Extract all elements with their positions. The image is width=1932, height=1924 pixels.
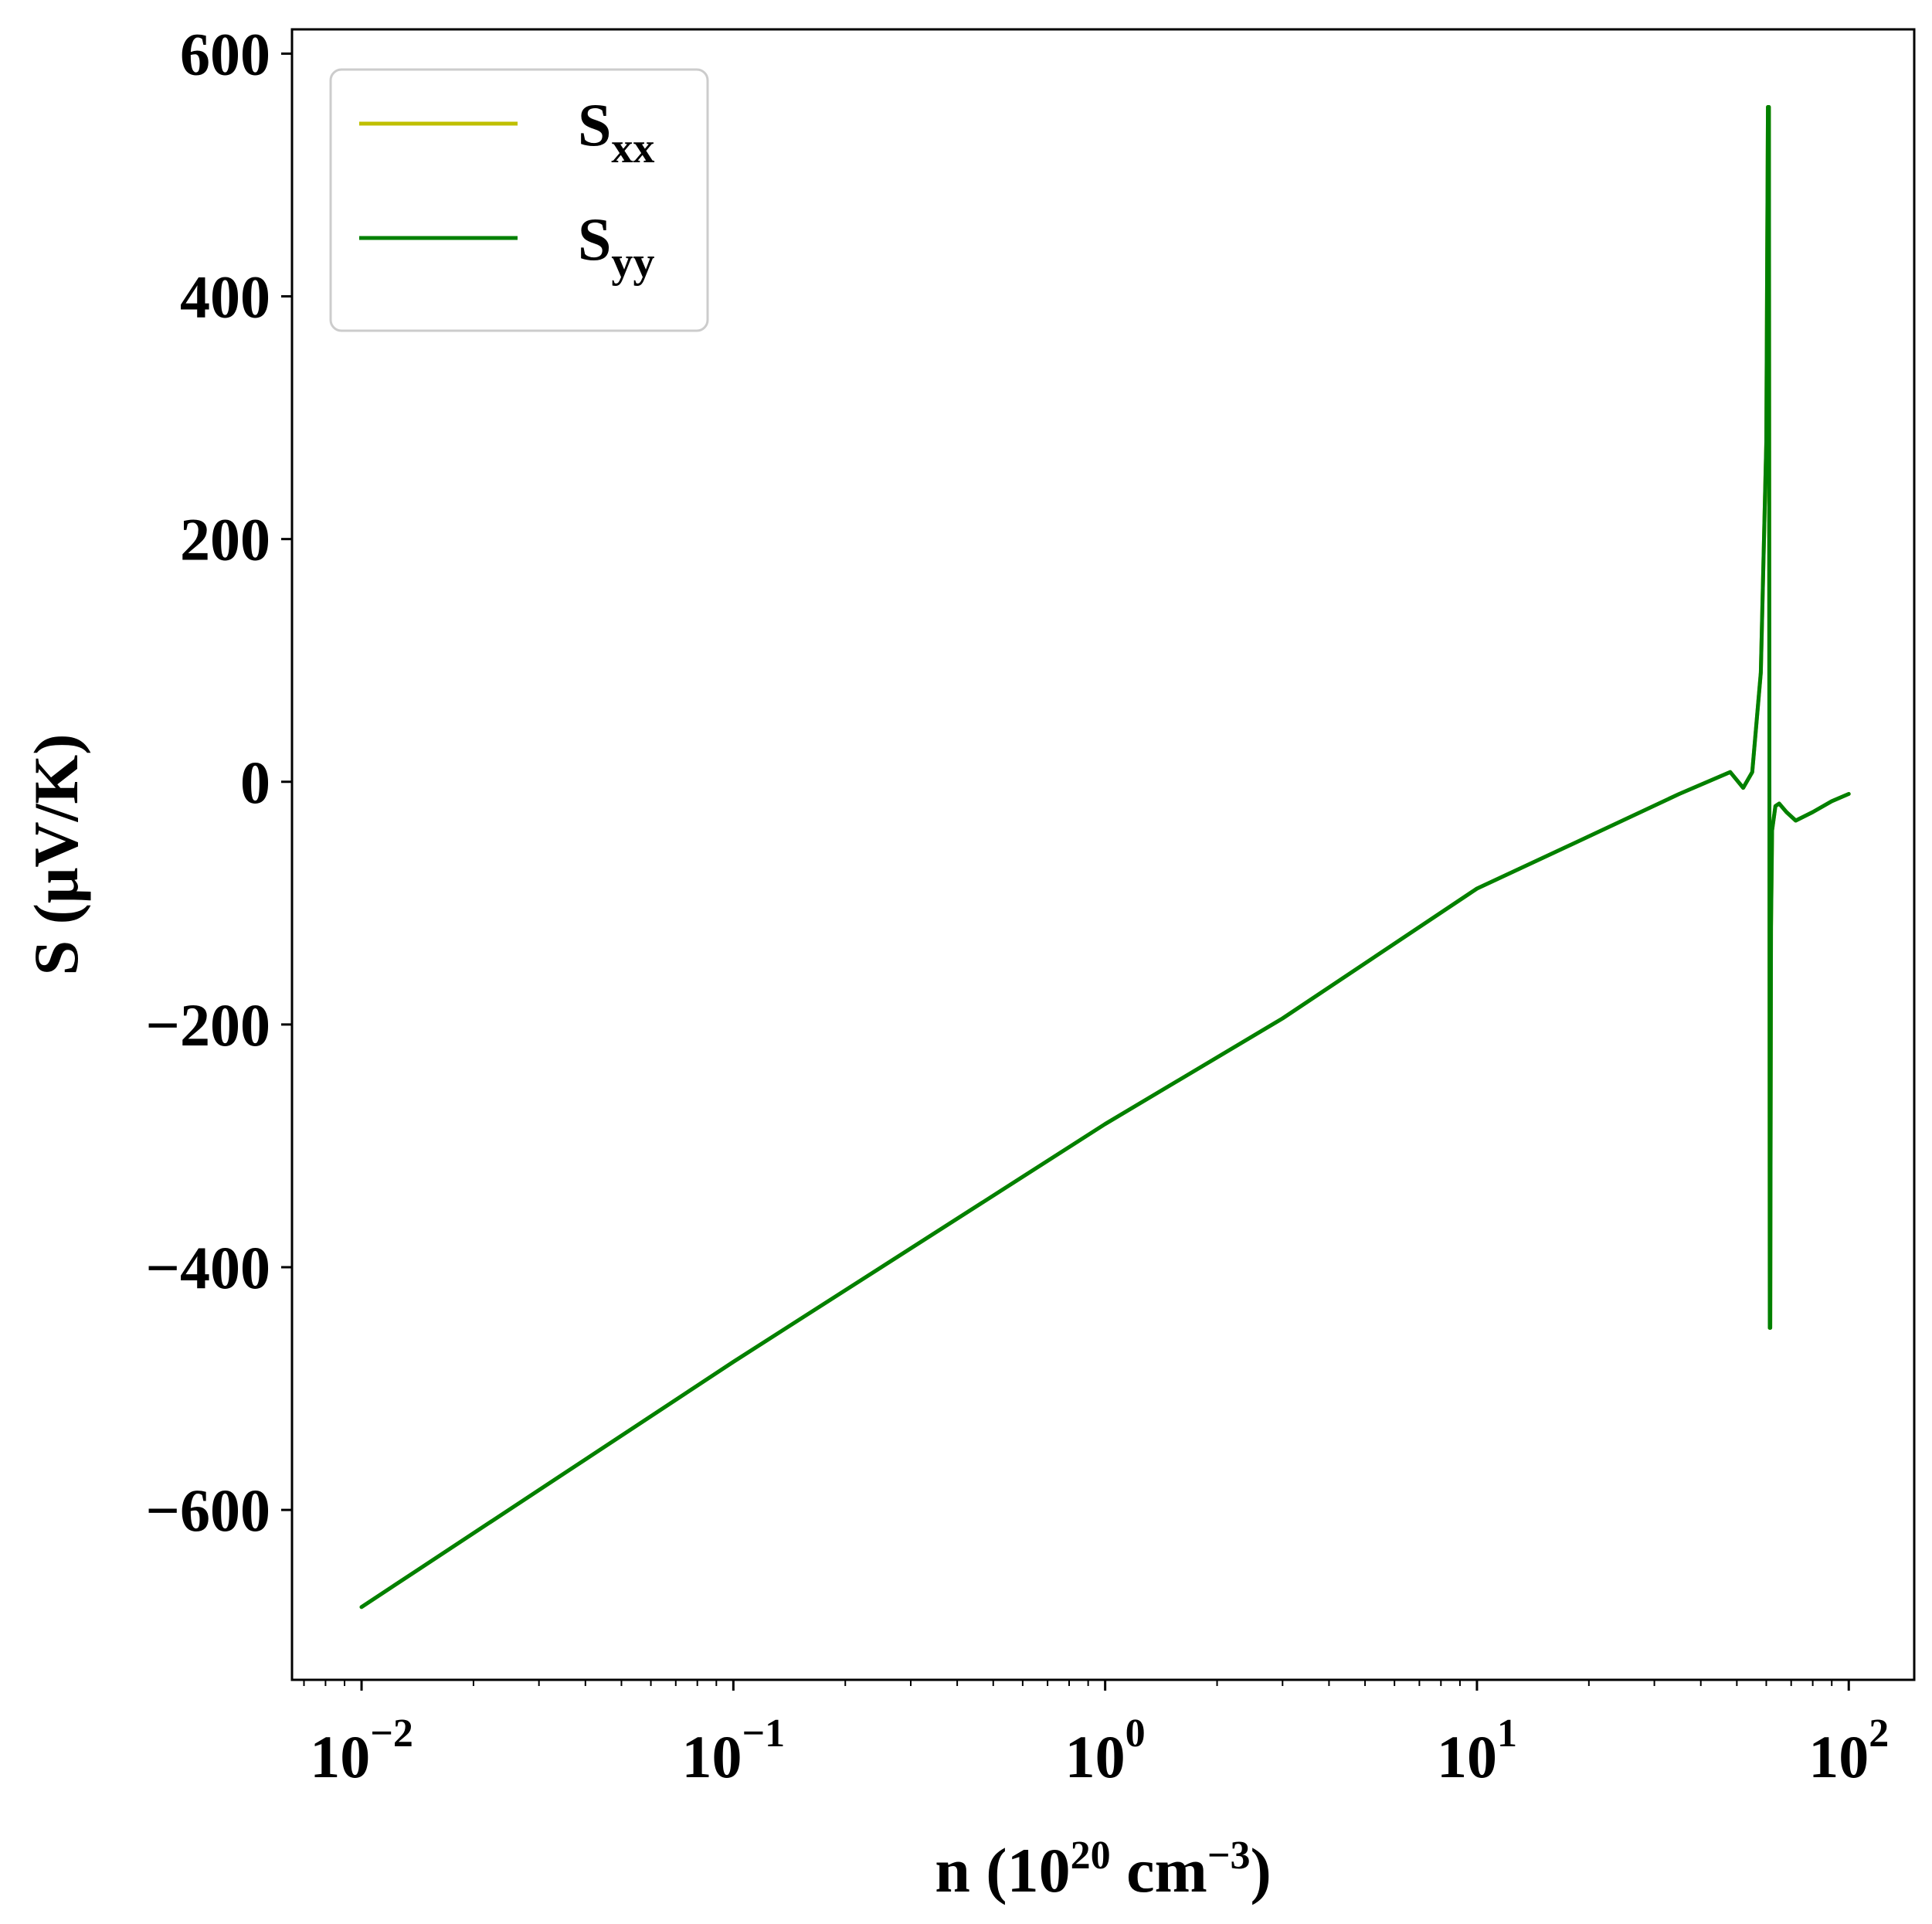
legend-label-xx: Sxx [578,91,654,172]
legend-box [329,68,709,332]
y-tick-label: 400 [180,263,270,331]
x-axis-label-mid: cm [1111,1835,1207,1905]
y-tick-label: −200 [146,991,270,1059]
y-tick-label: −600 [146,1477,270,1544]
y-tick-label: 200 [180,506,270,573]
x-tick-label: 102 [1808,1712,1889,1790]
legend-entries: Sxx Syy [359,91,654,287]
x-axis-label-post: ) [1250,1835,1271,1905]
x-tick-label: 100 [1065,1712,1146,1790]
y-axis-label: S (μV/K) [21,734,91,976]
x-tick-label: 10−1 [682,1712,786,1790]
y-tick-label: 600 [180,20,270,87]
x-axis-label-sup1: 20 [1071,1834,1111,1878]
y-tick-label: −400 [146,1234,270,1301]
y-tick-label: 0 [240,749,270,816]
series-line-yy [359,105,1851,1610]
ticks-layer: 10−2 10−1 100 101 102 600 400 200 0 −200 −400 −600 [146,20,1890,1790]
legend-label-yy: Syy [578,206,654,287]
plot-frame [290,28,1916,1681]
x-tick-label: 101 [1437,1712,1517,1790]
x-axis-label: n (1020 cm−3) [935,1834,1272,1905]
x-axis-label-pre: n (10 [935,1835,1070,1905]
legend: Sxx Syy [329,68,709,332]
x-tick-label: 10−2 [310,1712,413,1790]
x-axis-label-sup2: −3 [1207,1834,1251,1878]
series-layer [359,105,1851,1610]
